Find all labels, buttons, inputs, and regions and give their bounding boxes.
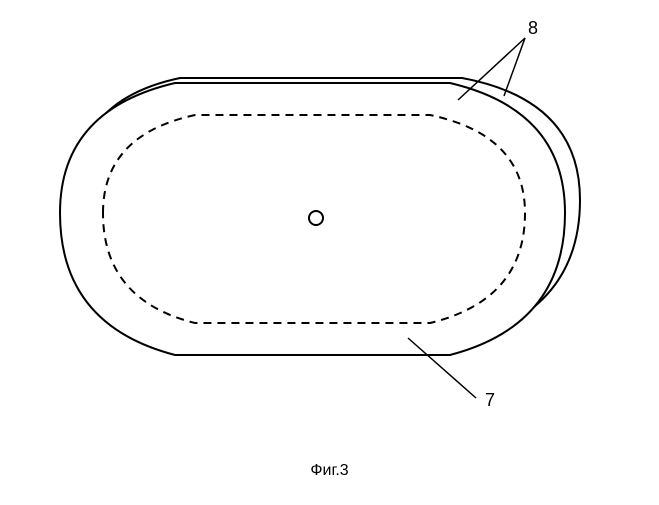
leader-8-line1 [458,38,525,100]
outer-shape-front [60,83,565,355]
figure-svg [0,0,659,500]
figure-caption: Фиг.3 [310,462,348,480]
label-8: 8 [528,18,538,39]
label-7: 7 [485,390,495,411]
